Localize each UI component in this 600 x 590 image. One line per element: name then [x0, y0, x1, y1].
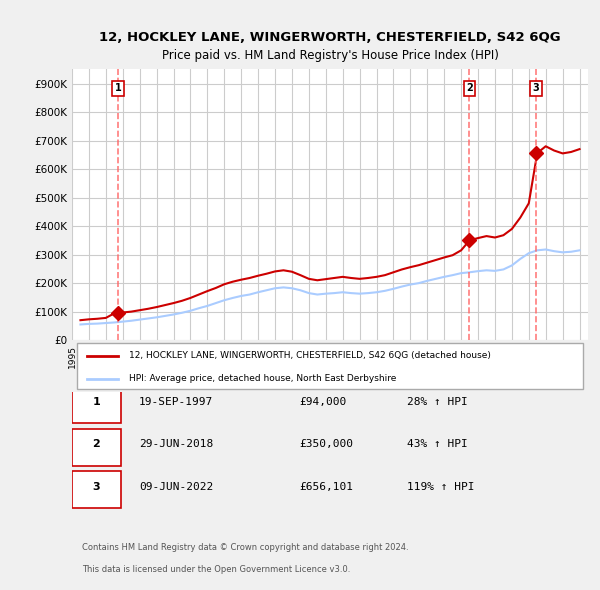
- Text: 3: 3: [533, 83, 539, 93]
- FancyBboxPatch shape: [72, 386, 121, 423]
- Text: 119% ↑ HPI: 119% ↑ HPI: [407, 482, 475, 492]
- Text: 29-JUN-2018: 29-JUN-2018: [139, 439, 214, 449]
- Text: This data is licensed under the Open Government Licence v3.0.: This data is licensed under the Open Gov…: [82, 565, 350, 573]
- Text: £94,000: £94,000: [299, 396, 346, 407]
- Text: 3: 3: [92, 482, 100, 492]
- FancyBboxPatch shape: [77, 343, 583, 389]
- FancyBboxPatch shape: [72, 471, 121, 508]
- Text: 12, HOCKLEY LANE, WINGERWORTH, CHESTERFIELD, S42 6QG (detached house): 12, HOCKLEY LANE, WINGERWORTH, CHESTERFI…: [129, 351, 491, 360]
- Text: Contains HM Land Registry data © Crown copyright and database right 2024.: Contains HM Land Registry data © Crown c…: [82, 543, 409, 552]
- Text: £656,101: £656,101: [299, 482, 353, 492]
- Text: 1: 1: [115, 83, 121, 93]
- FancyBboxPatch shape: [72, 428, 121, 466]
- Text: 19-SEP-1997: 19-SEP-1997: [139, 396, 214, 407]
- Text: 28% ↑ HPI: 28% ↑ HPI: [407, 396, 468, 407]
- Text: 2: 2: [92, 439, 100, 449]
- Text: 2: 2: [466, 83, 473, 93]
- Text: Price paid vs. HM Land Registry's House Price Index (HPI): Price paid vs. HM Land Registry's House …: [161, 48, 499, 61]
- Text: £350,000: £350,000: [299, 439, 353, 449]
- Text: HPI: Average price, detached house, North East Derbyshire: HPI: Average price, detached house, Nort…: [129, 374, 396, 384]
- Text: 12, HOCKLEY LANE, WINGERWORTH, CHESTERFIELD, S42 6QG: 12, HOCKLEY LANE, WINGERWORTH, CHESTERFI…: [99, 31, 561, 44]
- Text: 1: 1: [92, 396, 100, 407]
- Text: 09-JUN-2022: 09-JUN-2022: [139, 482, 214, 492]
- Text: 43% ↑ HPI: 43% ↑ HPI: [407, 439, 468, 449]
